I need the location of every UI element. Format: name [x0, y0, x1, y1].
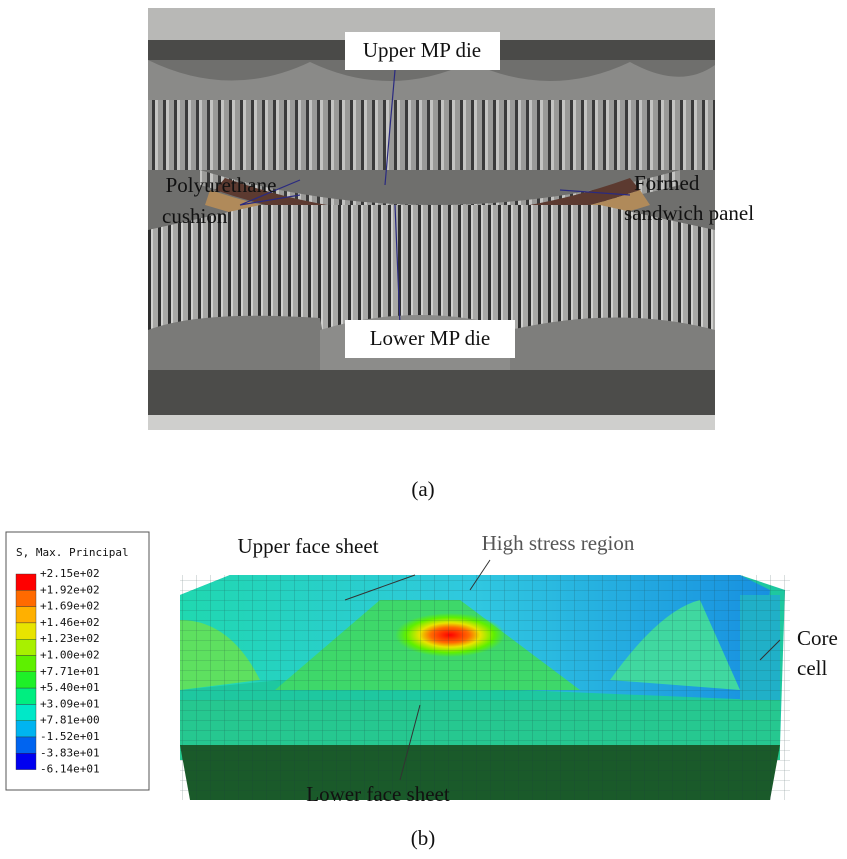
label: cell	[797, 656, 827, 680]
legend-label: +1.46e+02	[40, 616, 100, 629]
legend-label: +2.15e+02	[40, 567, 100, 580]
label: Lower MP die	[370, 326, 491, 350]
legend-label: +1.23e+02	[40, 632, 100, 645]
label: Upper MP die	[363, 38, 481, 62]
figure: Upper MP die Polyurethane cushion Formed…	[0, 0, 847, 859]
legend-swatch	[16, 656, 36, 672]
legend-swatch	[16, 574, 36, 590]
legend-label: -3.83e+01	[40, 746, 100, 759]
legend-swatch	[16, 704, 36, 720]
legend-label: -6.14e+01	[40, 763, 100, 776]
label: cushion	[162, 204, 228, 228]
label: Lower face sheet	[306, 782, 450, 806]
legend-label: +7.71e+01	[40, 665, 100, 678]
legend-swatch	[16, 607, 36, 623]
caption: (a)	[411, 477, 434, 501]
legend-swatch	[16, 721, 36, 737]
label: Formed	[634, 171, 700, 195]
legend-label: +3.09e+01	[40, 697, 100, 710]
label: sandwich panel	[624, 201, 754, 225]
label: Upper face sheet	[237, 534, 378, 558]
legend-label: -1.52e+01	[40, 730, 100, 743]
legend-swatch	[16, 688, 36, 704]
label: Core	[797, 626, 838, 650]
legend-swatch	[16, 639, 36, 655]
legend-label: +1.69e+02	[40, 600, 100, 613]
legend-label: +5.40e+01	[40, 681, 100, 694]
legend-swatch	[16, 672, 36, 688]
legend-swatch	[16, 590, 36, 606]
legend-label: +1.00e+02	[40, 649, 100, 662]
legend-label: +7.81e+00	[40, 714, 100, 727]
legend-swatch	[16, 753, 36, 769]
fe-model	[180, 560, 790, 800]
legend-swatch	[16, 737, 36, 753]
label: Polyurethane	[166, 173, 277, 197]
caption: (b)	[411, 826, 436, 850]
label: High stress region	[482, 531, 635, 555]
legend-title: S, Max. Principal	[16, 546, 129, 559]
legend-label: +1.92e+02	[40, 583, 100, 596]
legend-swatch	[16, 623, 36, 639]
